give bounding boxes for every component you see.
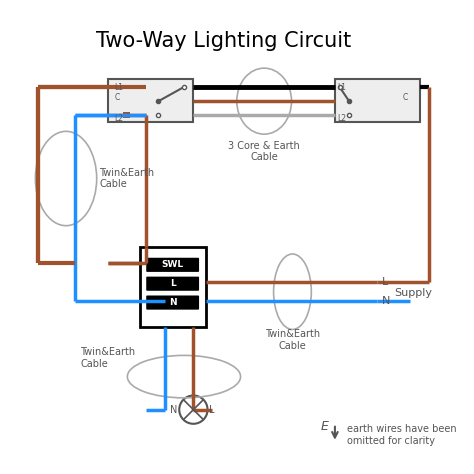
Text: Twin&Earth
Cable: Twin&Earth Cable (99, 168, 154, 189)
Text: Two-Way Lighting Circuit: Two-Way Lighting Circuit (96, 31, 351, 51)
Text: 3 Core & Earth
Cable: 3 Core & Earth Cable (228, 141, 300, 163)
Text: SWL: SWL (162, 260, 184, 269)
FancyBboxPatch shape (146, 277, 199, 291)
Text: L: L (382, 277, 388, 287)
Text: Twin&Earth
Cable: Twin&Earth Cable (80, 347, 135, 369)
Bar (109, 80, 193, 122)
Text: L2: L2 (337, 114, 346, 123)
Text: L1: L1 (114, 83, 123, 92)
Text: L1: L1 (337, 83, 346, 92)
Circle shape (179, 395, 208, 424)
Text: L2: L2 (114, 114, 123, 123)
Text: earth wires have been
omitted for clarity: earth wires have been omitted for clarit… (347, 424, 457, 446)
Text: Twin&Earth
Cable: Twin&Earth Cable (265, 329, 320, 351)
Text: Supply: Supply (394, 288, 432, 298)
Text: L: L (210, 405, 215, 415)
Text: N: N (169, 298, 176, 307)
Text: E: E (321, 420, 328, 433)
Bar (335, 80, 420, 122)
Bar (123, 112, 130, 118)
Text: N: N (170, 405, 177, 415)
Bar (140, 247, 206, 327)
FancyBboxPatch shape (146, 295, 199, 310)
Text: C: C (114, 92, 119, 101)
Text: N: N (382, 296, 391, 306)
Text: L: L (170, 279, 175, 288)
Text: C: C (403, 92, 408, 101)
FancyBboxPatch shape (146, 258, 199, 272)
